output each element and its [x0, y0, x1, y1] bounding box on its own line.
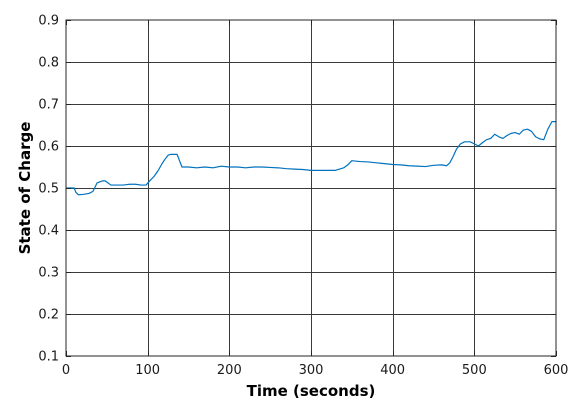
- x-tick-label: 400: [380, 363, 405, 378]
- x-axis-label: Time (seconds): [247, 382, 376, 400]
- state-of-charge-series-line: [66, 121, 556, 196]
- x-tick-label: 300: [299, 363, 324, 378]
- x-tick-label: 600: [544, 363, 569, 378]
- axes-box: [65, 19, 557, 357]
- y-tick-label: 0.4: [38, 224, 59, 239]
- y-tick-label: 0.7: [38, 98, 59, 113]
- y-tick-label: 0.2: [38, 308, 59, 323]
- y-tick-labels: 0.1 0.2 0.3 0.4 0.5 0.6 0.7 0.8 0.9: [38, 14, 59, 365]
- y-tick-label: 0.3: [38, 266, 59, 281]
- y-tick-label: 0.9: [38, 14, 59, 29]
- x-tick-label: 200: [217, 363, 242, 378]
- y-axis-label: State of Charge: [16, 122, 34, 255]
- y-tick-label: 0.6: [38, 140, 59, 155]
- tick-marks: [66, 20, 557, 357]
- x-tick-labels: 0 100 200 300 400 500 600: [62, 363, 569, 378]
- plot-background: [66, 20, 556, 356]
- x-tick-label: 0: [62, 363, 70, 378]
- x-tick-label: 100: [135, 363, 160, 378]
- series-layer: [66, 121, 556, 196]
- y-tick-label: 0.8: [38, 56, 59, 71]
- x-tick-label: 500: [462, 363, 487, 378]
- y-tick-label: 0.1: [38, 350, 59, 365]
- grid-lines: [66, 20, 556, 356]
- y-tick-label: 0.5: [38, 182, 59, 197]
